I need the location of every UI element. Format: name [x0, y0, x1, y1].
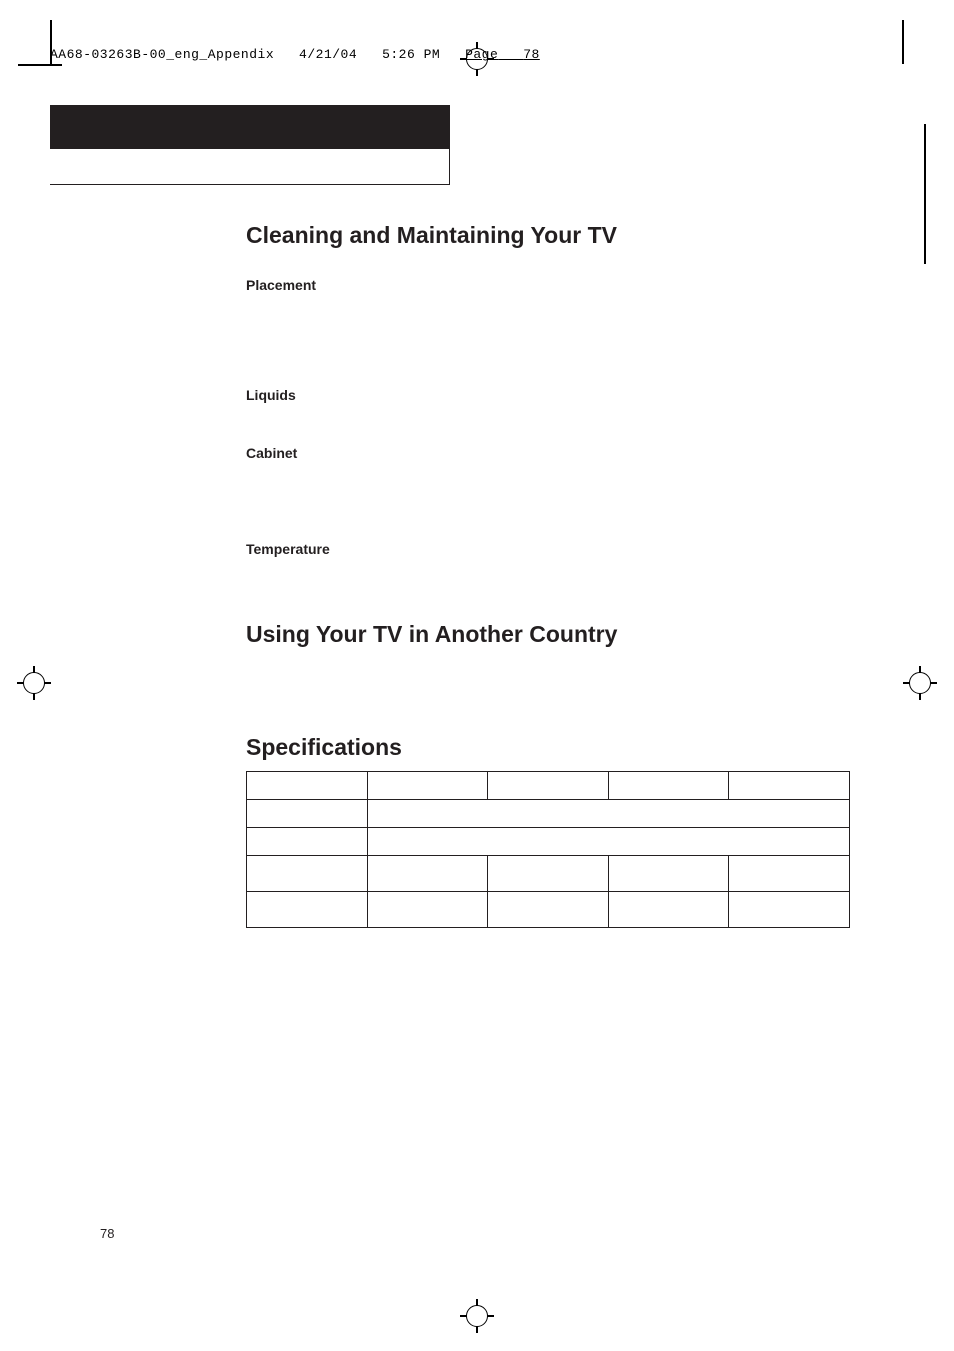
table-cell — [247, 828, 368, 856]
table-row — [247, 856, 850, 892]
table-row — [247, 800, 850, 828]
registration-mark-bottom — [460, 1299, 494, 1333]
block-temperature: Temperature — [246, 541, 850, 611]
print-page-label: Page — [465, 47, 498, 62]
table-cell — [247, 892, 368, 928]
table-cell — [488, 772, 609, 800]
registration-mark-right — [903, 666, 937, 700]
block-placement: Placement — [246, 277, 850, 387]
heading-cleaning: Cleaning and Maintaining Your TV — [246, 222, 850, 249]
print-file: AA68-03263B-00_eng_Appendix — [50, 47, 274, 62]
print-job-header: AA68-03263B-00_eng_Appendix 4/21/04 5:26… — [50, 47, 540, 62]
page: AA68-03263B-00_eng_Appendix 4/21/04 5:26… — [0, 0, 954, 1351]
print-page-num: 78 — [523, 47, 540, 62]
table-cell — [367, 828, 849, 856]
section-tab — [50, 105, 450, 149]
subheading-liquids: Liquids — [246, 387, 850, 403]
table-cell — [608, 892, 729, 928]
table-cell — [367, 892, 488, 928]
table-row — [247, 772, 850, 800]
table-cell — [729, 856, 850, 892]
table-cell — [367, 800, 849, 828]
table-row — [247, 828, 850, 856]
block-cabinet: Cabinet — [246, 445, 850, 541]
table-cell — [367, 772, 488, 800]
table-cell — [247, 800, 368, 828]
table-row — [247, 892, 850, 928]
table-cell — [247, 856, 368, 892]
specifications-table — [246, 771, 850, 928]
table-cell — [608, 772, 729, 800]
subheading-cabinet: Cabinet — [246, 445, 850, 461]
subheading-temperature: Temperature — [246, 541, 850, 557]
block-liquids: Liquids — [246, 387, 850, 445]
table-cell — [729, 772, 850, 800]
page-number: 78 — [100, 1226, 114, 1241]
table-cell — [247, 772, 368, 800]
print-date: 4/21/04 — [299, 47, 357, 62]
table-cell — [367, 856, 488, 892]
subheading-placement: Placement — [246, 277, 850, 293]
section-tab-underline — [50, 149, 450, 185]
table-cell — [488, 892, 609, 928]
registration-mark-left — [17, 666, 51, 700]
heading-specs: Specifications — [246, 734, 850, 761]
heading-country: Using Your TV in Another Country — [246, 621, 850, 648]
print-time: 5:26 PM — [382, 47, 440, 62]
table-cell — [488, 856, 609, 892]
table-cell — [608, 856, 729, 892]
table-cell — [729, 892, 850, 928]
content-column: Cleaning and Maintaining Your TV Placeme… — [246, 222, 850, 928]
